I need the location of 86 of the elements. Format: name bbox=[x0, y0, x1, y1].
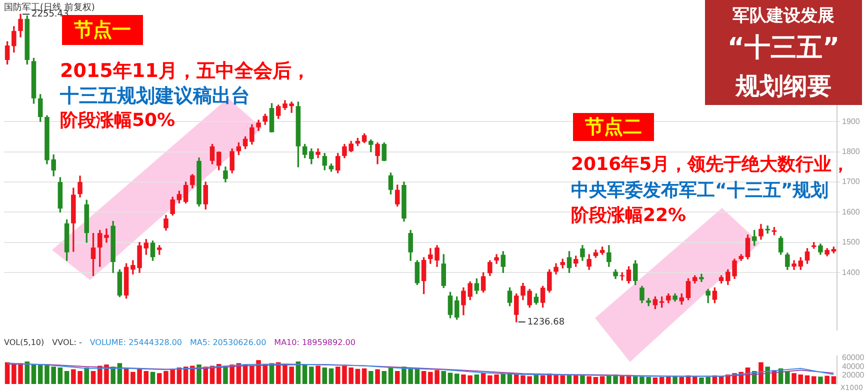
bar bbox=[758, 362, 764, 384]
bar bbox=[448, 372, 453, 384]
bar bbox=[500, 374, 506, 384]
annotation: 2016年5月，领先于绝大数行业， bbox=[571, 154, 850, 176]
text: VVOL: - bbox=[52, 338, 82, 347]
bar bbox=[811, 376, 816, 384]
bar bbox=[659, 377, 664, 384]
annotation: 十三五规划建议稿出台 bbox=[60, 84, 250, 109]
bar bbox=[150, 372, 156, 384]
annotation: “十三五” bbox=[726, 32, 841, 65]
bar bbox=[368, 370, 374, 384]
annotation: 规划纲要 bbox=[734, 71, 832, 102]
bar bbox=[156, 373, 162, 384]
y-tick-label: 1500 bbox=[842, 238, 860, 247]
bar bbox=[792, 373, 796, 384]
bar bbox=[375, 369, 380, 384]
bar bbox=[560, 375, 566, 384]
bar bbox=[309, 366, 314, 384]
bar bbox=[824, 376, 830, 384]
bar bbox=[328, 368, 334, 384]
bar bbox=[818, 376, 823, 384]
annotation: 军队建设发展 bbox=[732, 5, 836, 27]
y-tick-label: 1700 bbox=[842, 177, 860, 186]
bar bbox=[718, 376, 724, 384]
y-tick-label: 20000 bbox=[842, 370, 865, 380]
bar bbox=[382, 370, 387, 384]
y-tick-label: 40000 bbox=[842, 362, 865, 371]
annotation: 中央军委发布军工“十三五”规划 bbox=[571, 179, 829, 202]
y-tick-label: 60000 bbox=[842, 353, 865, 362]
bar bbox=[362, 368, 367, 384]
bar bbox=[573, 375, 578, 384]
bar bbox=[144, 370, 149, 384]
bar bbox=[632, 376, 638, 384]
bar bbox=[804, 375, 810, 384]
bar bbox=[454, 374, 460, 384]
candlestick bbox=[104, 228, 109, 243]
bar bbox=[692, 376, 698, 384]
bar bbox=[322, 368, 328, 384]
text: MA10: 18959892.00 bbox=[274, 338, 356, 347]
bar bbox=[355, 368, 360, 384]
bar bbox=[666, 376, 671, 384]
bar bbox=[414, 368, 420, 384]
annotation: 阶段涨幅22% bbox=[571, 204, 686, 227]
y-tick-label: 1600 bbox=[842, 207, 860, 216]
bar bbox=[4, 362, 10, 384]
bar bbox=[652, 377, 658, 384]
y-tick-label: 1900 bbox=[842, 116, 860, 126]
annotation: 2015年11月，五中全会后， bbox=[60, 59, 310, 84]
bar bbox=[580, 374, 585, 384]
bar bbox=[388, 368, 394, 384]
annotation: 节点二 bbox=[573, 113, 654, 141]
bar bbox=[223, 366, 228, 384]
annotation: 节点一 bbox=[74, 19, 131, 41]
bar bbox=[798, 374, 804, 384]
bar bbox=[190, 366, 195, 384]
bar bbox=[785, 370, 790, 384]
bar bbox=[335, 366, 340, 384]
annotation: 阶段涨幅50% bbox=[60, 109, 176, 132]
text: MA5: 20530626.00 bbox=[190, 338, 266, 347]
bar bbox=[90, 370, 96, 384]
bar bbox=[586, 376, 592, 384]
bar bbox=[514, 374, 519, 384]
bar bbox=[672, 376, 678, 384]
bar bbox=[316, 366, 320, 384]
bar bbox=[38, 364, 43, 384]
bar bbox=[831, 376, 836, 384]
bar bbox=[64, 370, 70, 384]
y-tick-label: 1800 bbox=[842, 146, 860, 156]
bar bbox=[593, 377, 598, 384]
bar bbox=[31, 364, 36, 384]
bar bbox=[480, 373, 486, 384]
bar bbox=[196, 364, 202, 384]
bar bbox=[540, 375, 546, 384]
bar bbox=[679, 377, 684, 384]
annotation: 2255.43 bbox=[32, 10, 69, 20]
annotation: 1236.68 bbox=[527, 317, 565, 328]
bar bbox=[421, 370, 426, 384]
text: VOLUME: 25444328.00 bbox=[90, 338, 182, 347]
bar bbox=[441, 370, 446, 384]
bar bbox=[302, 364, 308, 384]
y-tick-label: 1400 bbox=[842, 268, 860, 277]
text: VOL(5,10) bbox=[4, 338, 44, 347]
bar bbox=[600, 376, 605, 384]
bar bbox=[394, 370, 400, 384]
bar bbox=[58, 368, 63, 384]
bar bbox=[474, 374, 480, 384]
